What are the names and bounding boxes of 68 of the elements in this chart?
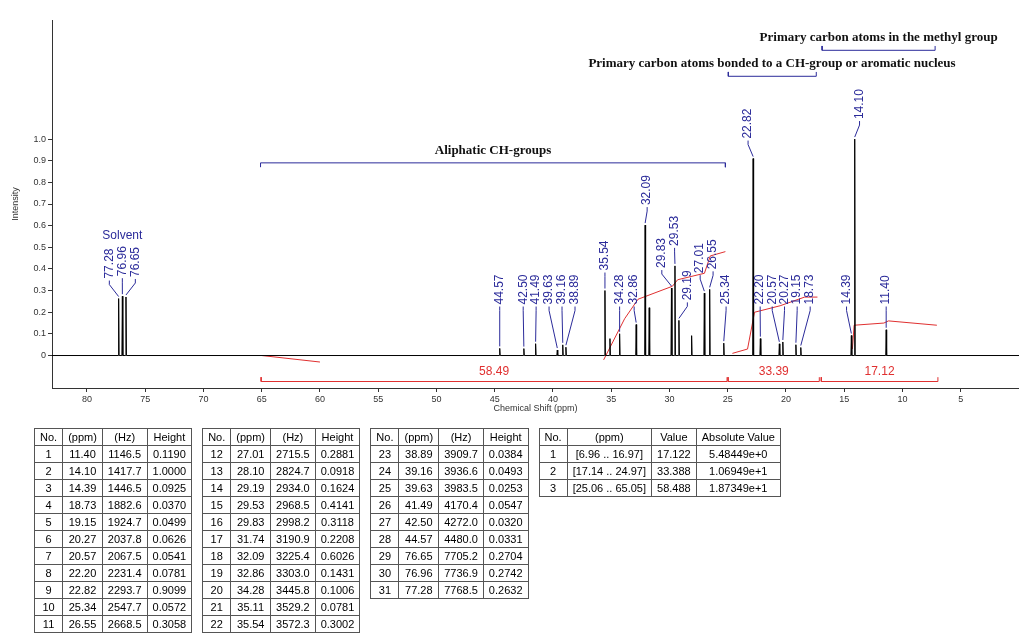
y-tick-label: 0.7 bbox=[33, 198, 46, 209]
annotation: 19.15 bbox=[789, 274, 804, 305]
annotation: Solvent bbox=[102, 228, 144, 243]
annotation: 32.09 bbox=[639, 174, 654, 206]
annotation: 25.34 bbox=[718, 274, 733, 305]
x-tick-label: 20 bbox=[780, 393, 791, 404]
x-tick-label: 30 bbox=[664, 393, 675, 404]
annotation: 38.89 bbox=[567, 274, 582, 305]
annotation: 76.65 bbox=[127, 246, 142, 277]
x-tick-label: 40 bbox=[547, 393, 558, 404]
y-tick-label: 0.1 bbox=[33, 328, 46, 339]
annotation: 41.49 bbox=[528, 274, 543, 305]
annotation: 11.40 bbox=[878, 275, 893, 305]
y-tick-label: 0.8 bbox=[33, 176, 46, 187]
annotation: 14.39 bbox=[838, 274, 853, 305]
annotation: 76.96 bbox=[114, 245, 129, 277]
annotation: 42.50 bbox=[515, 274, 530, 305]
x-tick-label: 75 bbox=[140, 393, 151, 404]
annotation: 29.53 bbox=[666, 215, 681, 246]
x-tick-label: 50 bbox=[431, 393, 442, 404]
annotation: 18.73 bbox=[802, 274, 817, 305]
x-tick-label: 65 bbox=[256, 393, 267, 404]
text: No. (ppm) Value Absolute Value 1 [6.96 .. 16.97] 17.122 5.48449e+0 2 [17.14 .. 24.97] 33.388 1.06949e+1 3 [25.06 .. 65.05] 58.488 1.87349e+1 bbox=[544, 431, 775, 494]
x-tick-label: 70 bbox=[198, 393, 209, 404]
annotation: 29.19 bbox=[679, 270, 694, 301]
y-tick-label: 0 bbox=[40, 350, 46, 361]
annotation: 20.57 bbox=[764, 274, 779, 305]
annotation: 34.28 bbox=[611, 274, 626, 305]
x-tick-label: 55 bbox=[373, 393, 384, 404]
annotation: 22.82 bbox=[740, 108, 755, 139]
annotation: 35.54 bbox=[597, 240, 612, 271]
y-tick-label: 0.3 bbox=[33, 285, 46, 296]
x-tick-label: 5 bbox=[958, 393, 964, 404]
annotation: Aliphatic CH-groups bbox=[434, 141, 552, 157]
y-tick-label: 0.5 bbox=[33, 241, 46, 252]
annotation: 17.12 bbox=[864, 363, 895, 378]
text: No. (ppm) (Hz) Height 12 27.01 2715.5 0.2881 13 28.10 2824.7 0.0918 14 29.19 2934.0 0.1624 15 29.53 2968.5 0.4141 16 29.83 2998.2 0.3118 17 31.74 3190.9 0.2208 18 32.09 3225.4 0.6026 19 32.86 3303.0 0.1431 20 34.28 3445.8 0.1006 21 35.11 3529.2 0.0781 22 35.54 3572.3 0.3002 bbox=[208, 431, 355, 630]
annotation: 58.49 bbox=[479, 363, 510, 378]
annotation: 33.39 bbox=[758, 363, 790, 378]
annotation: 20.27 bbox=[776, 274, 791, 305]
annotation: 14.10 bbox=[851, 88, 866, 120]
y-tick-label: 1.0 bbox=[33, 133, 46, 144]
y-axis-title: Intensity bbox=[9, 186, 20, 221]
annotation: 39.16 bbox=[554, 274, 569, 305]
x-tick-label: 60 bbox=[314, 393, 325, 404]
x-tick-label: 10 bbox=[897, 393, 908, 404]
annotation: 44.57 bbox=[492, 274, 507, 305]
annotation: Primary carbon atoms in the methyl group bbox=[759, 29, 998, 45]
annotation: 39.63 bbox=[541, 274, 556, 305]
annotation: 29.83 bbox=[654, 237, 669, 269]
annotation: 22.20 bbox=[752, 274, 767, 305]
text: No. (ppm) (Hz) Height 1 11.40 1146.5 0.1190 2 14.10 1417.7 1.0000 3 14.39 1446.5 0.0925 4 18.73 1882.6 0.0370 5 19.15 1924.7 0.0499 6 20.27 2037.8 0.0626 7 20.57 2067.5 0.0541 8 22.20 2231.4 0.0781 9 22.82 2293.7 0.9099 10 25.34 2547.7 0.0572 11 26.55 2668.5 0.3058 bbox=[40, 431, 187, 630]
annotation: 27.01 bbox=[692, 242, 707, 274]
y-tick-label: 0.9 bbox=[33, 155, 46, 166]
x-tick-label: 25 bbox=[722, 393, 733, 404]
text: No. (ppm) (Hz) Height 23 38.89 3909.7 0.0384 24 39.16 3936.6 0.0493 25 39.63 3983.5 0.0253 26 41.49 4170.4 0.0547 27 42.50 4272.0 0.0320 28 44.57 4480.0 0.0331 29 76.65 7705.2 0.2704 30 76.96 7736.9 0.2742 31 77.28 7768.5 0.2632 bbox=[376, 431, 523, 596]
annotation: Primary carbon atoms bonded to a CH-group or aromatic nucleus bbox=[588, 55, 956, 71]
y-tick-label: 0.4 bbox=[33, 263, 46, 274]
x-tick-label: 15 bbox=[839, 393, 850, 404]
y-tick-label: 0.6 bbox=[33, 220, 46, 231]
annotation: 77.28 bbox=[101, 248, 116, 279]
annotation: 26.55 bbox=[705, 238, 720, 270]
x-axis-title: Chemical Shift (ppm) bbox=[493, 403, 578, 414]
annotation: 32.86 bbox=[626, 274, 641, 305]
y-tick-label: 0.2 bbox=[33, 306, 46, 317]
x-tick-label: 35 bbox=[606, 393, 617, 404]
x-tick-label: 45 bbox=[489, 393, 500, 404]
x-tick-label: 80 bbox=[81, 393, 92, 404]
